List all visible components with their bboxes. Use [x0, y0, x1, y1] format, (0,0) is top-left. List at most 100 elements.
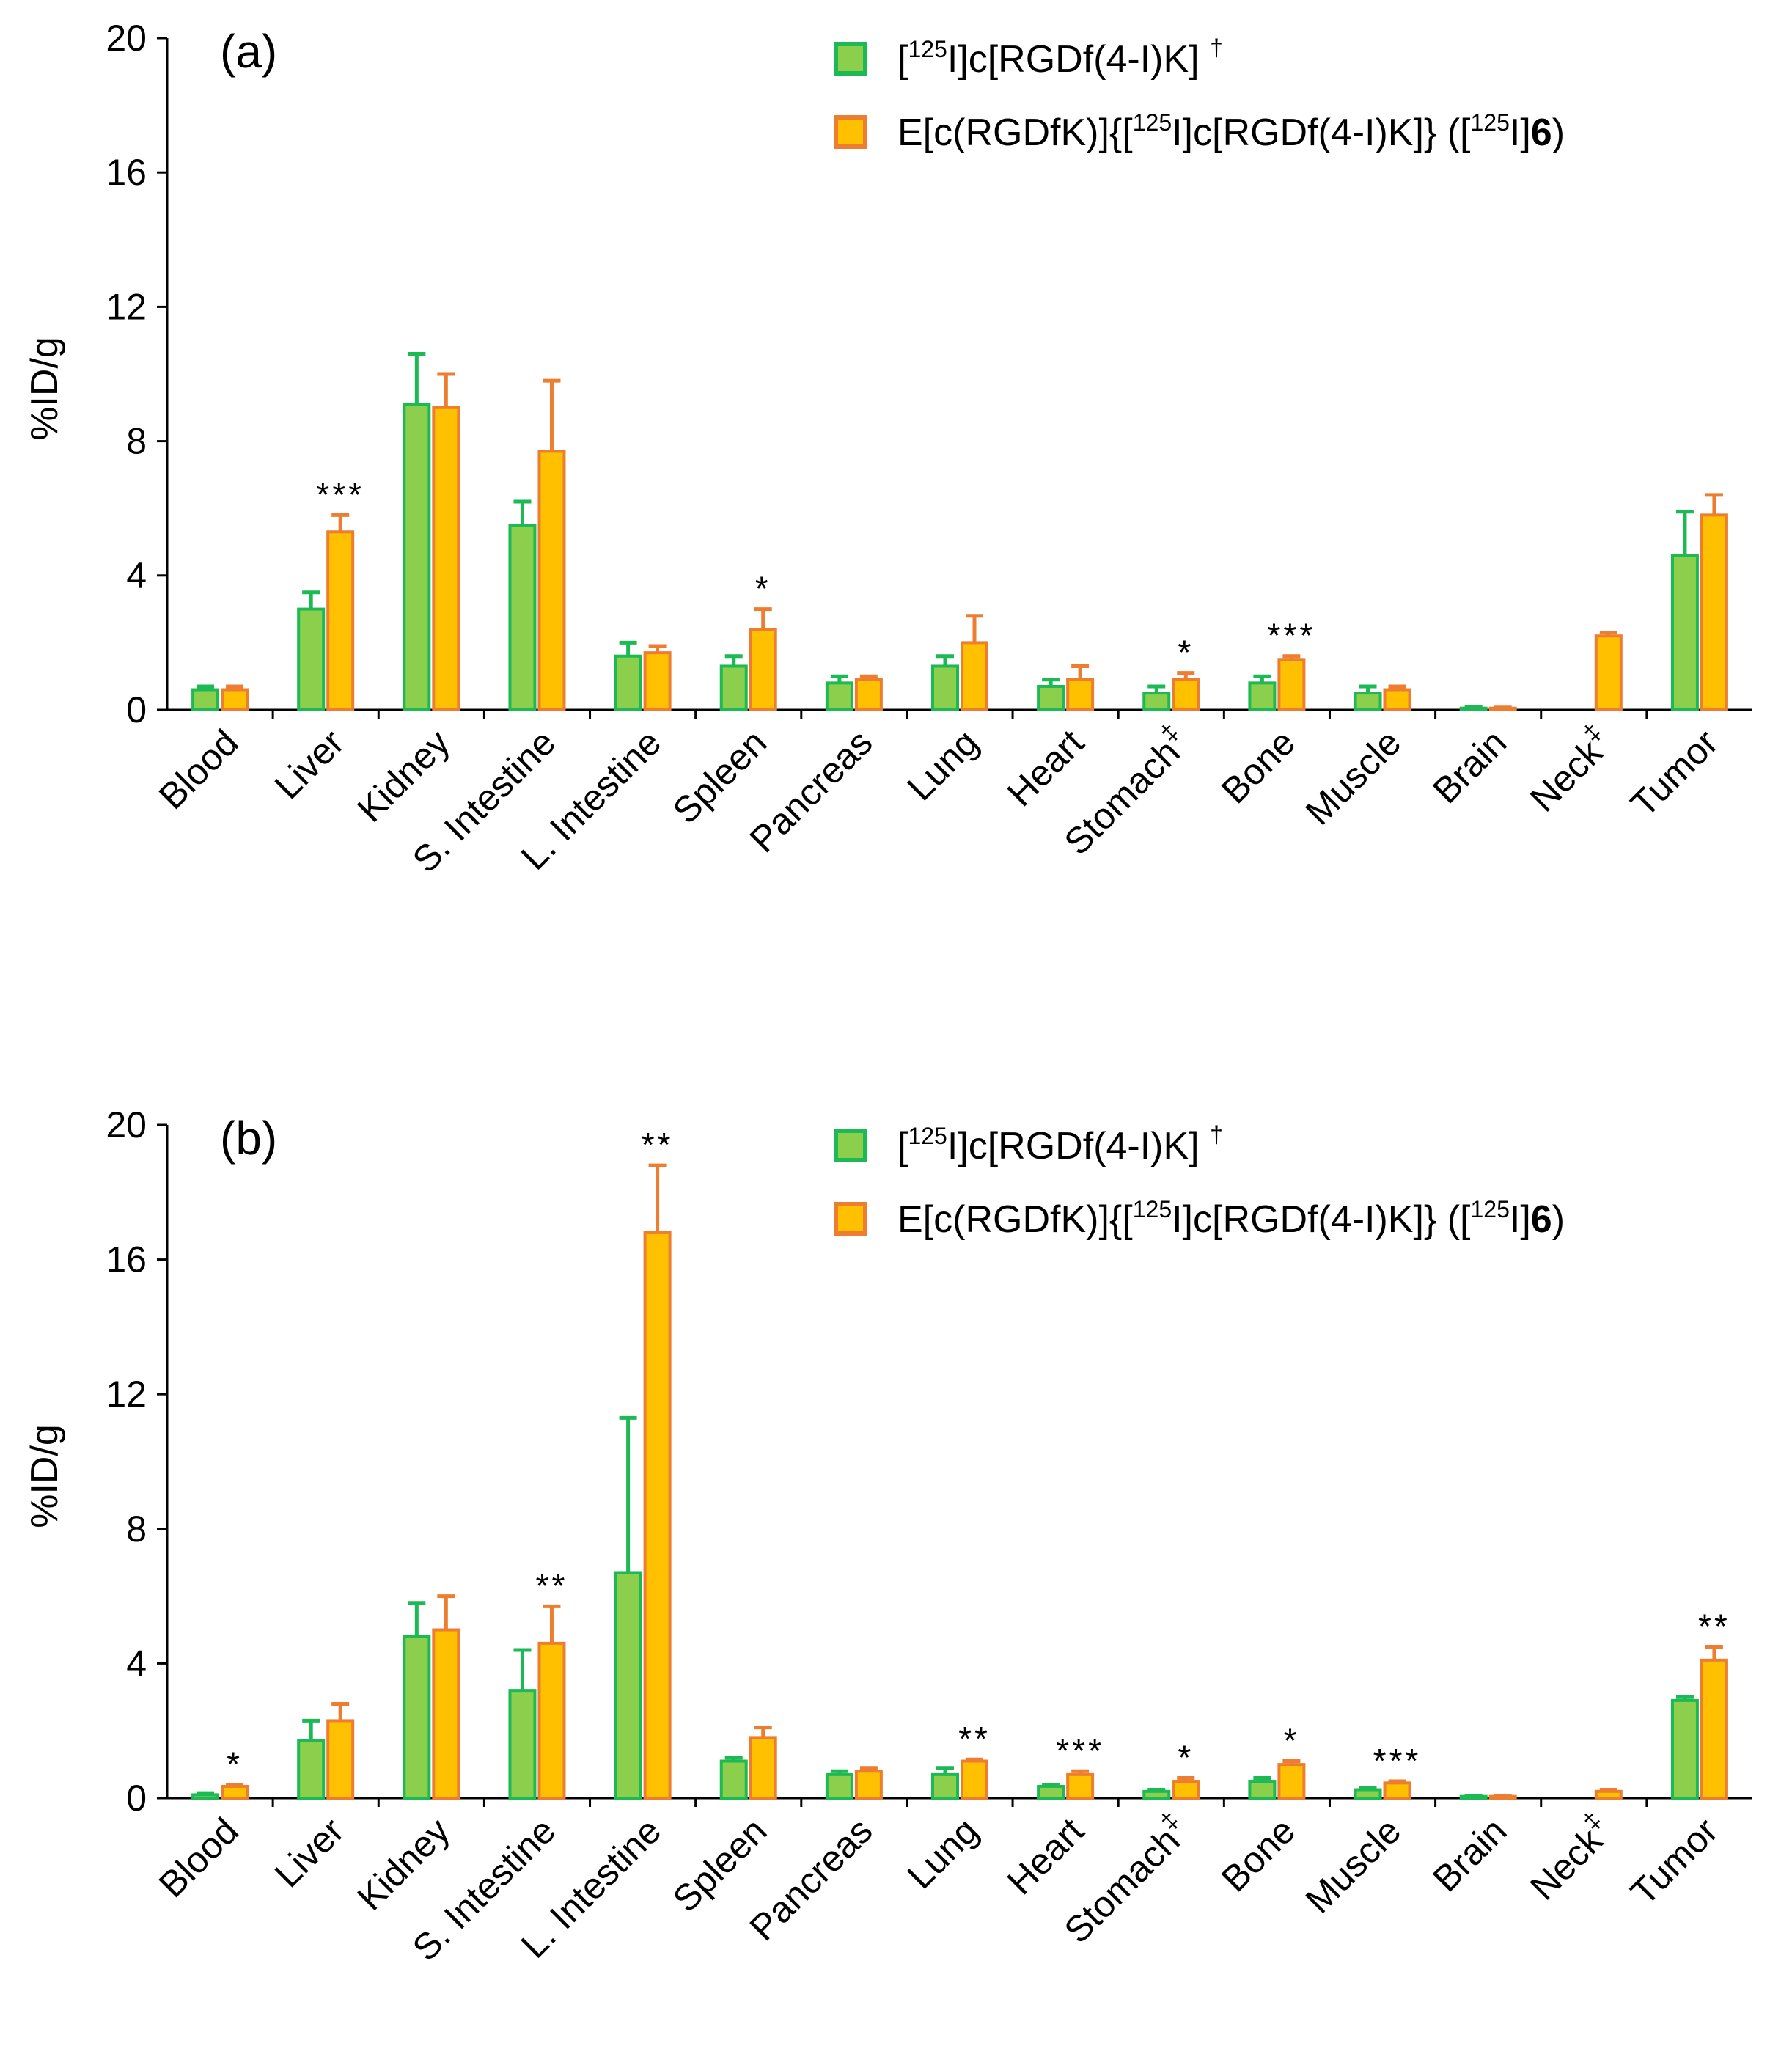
category-label: Muscle — [1298, 1810, 1409, 1921]
bar-orange — [1594, 1789, 1623, 1800]
panel-label: (b) — [220, 1112, 277, 1165]
y-axis-label: %ID/g — [23, 337, 66, 441]
category-name: Bone — [1213, 1810, 1303, 1899]
category-label: Lung — [900, 722, 986, 808]
significance-mark: *** — [1373, 1742, 1422, 1780]
bar-green — [1248, 1780, 1277, 1800]
bar-green — [1142, 1789, 1171, 1800]
significance-mark: * — [227, 1745, 243, 1783]
category-label: Tumor — [1623, 722, 1725, 824]
bar-green — [1248, 681, 1277, 711]
bar-green — [508, 524, 537, 711]
bar-orange — [326, 530, 355, 712]
bar-orange — [1172, 1780, 1200, 1800]
bar-orange — [1700, 1658, 1728, 1800]
legend-swatch-1 — [834, 42, 867, 76]
category-label: Heart — [999, 1810, 1092, 1902]
y-tick-label: 12 — [106, 286, 147, 327]
category-name: Heart — [999, 722, 1092, 814]
bar-orange — [221, 688, 249, 712]
category-label: Tumor — [1623, 1810, 1725, 1913]
bar-green — [191, 688, 220, 712]
bar-green — [1670, 554, 1699, 711]
bar-orange — [537, 1641, 566, 1800]
category-name: Brain — [1425, 722, 1514, 811]
category-label: Bone — [1213, 1810, 1303, 1899]
bar-orange — [221, 1784, 249, 1800]
y-tick-label: 4 — [126, 1643, 147, 1684]
significance-mark: * — [1178, 1738, 1194, 1776]
category-name: Brain — [1425, 1810, 1514, 1899]
category-name: Bone — [1213, 722, 1303, 811]
bar-green — [1142, 692, 1171, 711]
legend-swatch-2 — [834, 115, 867, 149]
legend-label-2: E[c(RGDfK)]{[125I]c[RGDf(4-I)K]} ([125I]… — [897, 109, 1565, 154]
category-label: Muscle — [1298, 722, 1409, 833]
bar-green — [825, 681, 853, 711]
bar-orange — [961, 1759, 988, 1800]
significance-mark: * — [1283, 1722, 1299, 1760]
bar-green — [1459, 1794, 1488, 1800]
bar-green — [614, 1571, 642, 1800]
bar-orange — [643, 651, 672, 712]
y-tick-label: 8 — [126, 1508, 147, 1550]
bar-orange — [854, 1770, 883, 1800]
bar-orange — [961, 641, 988, 712]
significance-mark: *** — [316, 475, 364, 513]
bar-orange — [1488, 706, 1517, 712]
category-label: Brain — [1425, 722, 1514, 811]
bar-orange — [1594, 634, 1623, 711]
category-name: Liver — [267, 1810, 352, 1895]
category-name: Liver — [267, 722, 352, 807]
bar-green — [1670, 1698, 1699, 1800]
bar-orange — [537, 450, 566, 712]
category-name: Blood — [151, 1810, 246, 1905]
significance-mark: ** — [642, 1126, 674, 1164]
y-tick-label: 12 — [106, 1374, 147, 1415]
bar-orange — [1277, 1763, 1306, 1800]
category-name: Muscle — [1298, 1810, 1409, 1921]
legend-swatch-1 — [834, 1129, 867, 1162]
legend-label-1: [125I]c[RGDf(4-I)K] † — [897, 1121, 1223, 1167]
category-name: Heart — [999, 1810, 1092, 1902]
y-tick-label: 20 — [106, 1104, 147, 1145]
significance-mark: ** — [958, 1720, 991, 1758]
significance-mark: * — [755, 570, 771, 608]
bar-green — [1037, 684, 1065, 712]
bar-orange — [1277, 658, 1306, 711]
bar-orange — [1488, 1794, 1517, 1800]
category-label: Heart — [999, 722, 1092, 814]
y-axis-label: %ID/g — [23, 1424, 66, 1528]
bar-green — [191, 1793, 220, 1800]
bar-green — [508, 1689, 537, 1800]
category-label: Neck‡ — [1519, 718, 1620, 819]
bar-orange — [1066, 1772, 1095, 1800]
bar-green — [403, 1635, 431, 1800]
y-tick-label: 16 — [106, 1239, 147, 1280]
bar-orange — [749, 1736, 777, 1800]
legend-label-1: [125I]c[RGDf(4-I)K] † — [897, 34, 1223, 81]
category-name: Tumor — [1623, 1810, 1725, 1913]
category-label: Blood — [151, 1810, 246, 1905]
y-tick-label: 4 — [126, 555, 147, 596]
bar-orange — [749, 628, 777, 712]
bar-green — [614, 654, 642, 711]
bar-orange — [643, 1231, 672, 1800]
bar-green — [931, 1772, 959, 1800]
bar-orange — [432, 1628, 460, 1800]
category-label: Neck‡ — [1519, 1806, 1620, 1907]
significance-mark: * — [1178, 634, 1194, 672]
bar-orange — [432, 406, 460, 711]
bar-orange — [1700, 513, 1728, 711]
category-label: Blood — [151, 722, 246, 817]
bar-green — [719, 1759, 748, 1800]
bar-green — [297, 1739, 326, 1800]
y-tick-label: 16 — [106, 152, 147, 193]
y-tick-label: 8 — [126, 421, 147, 462]
category-label: Brain — [1425, 1810, 1514, 1899]
panel-label: (a) — [220, 25, 277, 78]
category-label: Liver — [267, 722, 352, 807]
bar-orange — [326, 1719, 355, 1800]
